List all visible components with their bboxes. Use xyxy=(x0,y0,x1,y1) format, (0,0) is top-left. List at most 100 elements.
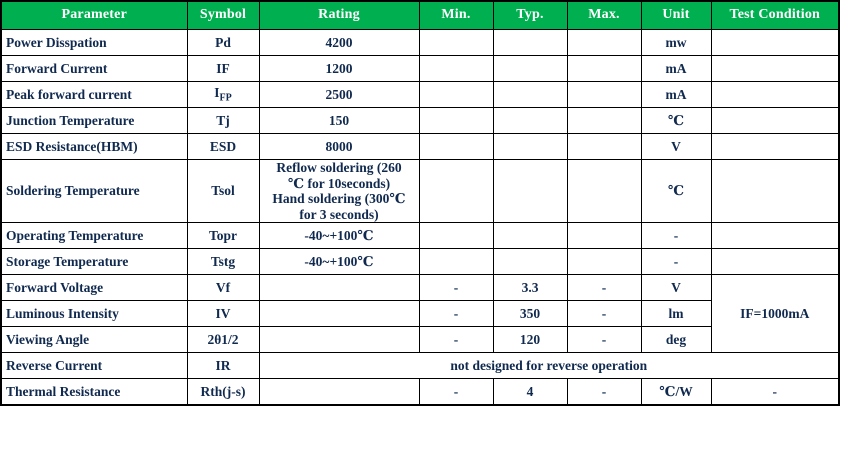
cell-typ xyxy=(492,55,568,82)
cell-rating xyxy=(258,326,420,354)
cell-rating xyxy=(258,274,420,302)
cell-min: - xyxy=(418,378,494,406)
cell-unit: mA xyxy=(640,55,712,82)
cell-symbol: Tstg xyxy=(186,248,260,276)
cell-test-condition xyxy=(710,133,840,160)
cell-typ: 350 xyxy=(492,300,568,328)
cell-max: - xyxy=(566,274,642,302)
cell-rating: Reflow soldering (260 ℃ for 10seconds) H… xyxy=(258,158,420,224)
cell-parameter: Viewing Angle xyxy=(0,326,188,354)
cell-typ xyxy=(492,107,568,134)
cell-min xyxy=(418,55,494,82)
column-header-rating: Rating xyxy=(258,0,420,30)
cell-parameter: Soldering Temperature xyxy=(0,158,188,224)
cell-max xyxy=(566,248,642,276)
table-row-reverse-current: Reverse Current IR not designed for reve… xyxy=(0,352,840,380)
cell-max: - xyxy=(566,326,642,354)
cell-typ xyxy=(492,133,568,160)
cell-symbol: Rth(j-s) xyxy=(186,378,260,406)
cell-unit: mw xyxy=(640,29,712,56)
cell-max xyxy=(566,81,642,108)
table-row-soldering: Soldering Temperature Tsol Reflow solder… xyxy=(0,158,840,224)
header-row: Parameter Symbol Rating Min. Typ. Max. U… xyxy=(0,0,840,30)
cell-typ xyxy=(492,29,568,56)
cell-symbol: IF xyxy=(186,55,260,82)
cell-min xyxy=(418,107,494,134)
cell-test-condition xyxy=(710,81,840,108)
cell-typ: 120 xyxy=(492,326,568,354)
column-header-max: Max. xyxy=(566,0,642,30)
cell-unit: - xyxy=(640,248,712,276)
column-header-test-condition: Test Condition xyxy=(710,0,840,30)
cell-min xyxy=(418,158,494,224)
cell-symbol: Vf xyxy=(186,274,260,302)
cell-test-condition xyxy=(710,222,840,250)
cell-max xyxy=(566,158,642,224)
table-row: ESD Resistance(HBM) ESD 8000 V xyxy=(0,133,840,160)
column-header-unit: Unit xyxy=(640,0,712,30)
specification-table: Parameter Symbol Rating Min. Typ. Max. U… xyxy=(0,0,840,407)
cell-rating: 150 xyxy=(258,107,420,134)
cell-test-condition xyxy=(710,29,840,56)
table-row: Operating Temperature Topr -40~+100℃ - xyxy=(0,222,840,250)
cell-typ xyxy=(492,248,568,276)
cell-symbol: 2θ1/2 xyxy=(186,326,260,354)
cell-min xyxy=(418,29,494,56)
cell-test-condition xyxy=(710,158,840,224)
cell-rating: -40~+100℃ xyxy=(258,222,420,250)
cell-unit: V xyxy=(640,133,712,160)
cell-min: - xyxy=(418,300,494,328)
cell-unit: V xyxy=(640,274,712,302)
table-row: Luminous Intensity IV - 350 - lm xyxy=(0,300,839,328)
cell-unit: ℃ xyxy=(640,158,712,224)
cell-parameter: Junction Temperature xyxy=(0,107,188,134)
cell-parameter: Thermal Resistance xyxy=(0,378,188,406)
cell-symbol: Pd xyxy=(186,29,260,56)
cell-min: - xyxy=(418,326,494,354)
cell-unit: - xyxy=(640,222,712,250)
cell-rating xyxy=(258,300,420,328)
cell-max: - xyxy=(566,378,642,406)
symbol-subscript: FP xyxy=(219,92,232,104)
table-row: Peak forward current IFP 2500 mA xyxy=(0,81,840,108)
cell-parameter: Forward Voltage xyxy=(0,274,188,302)
rating-line-2: ℃ for 10seconds) xyxy=(287,175,391,191)
cell-max xyxy=(566,133,642,160)
table-row: Power Disspation Pd 4200 mw xyxy=(0,29,840,56)
cell-rating: 8000 xyxy=(258,133,420,160)
cell-symbol: Topr xyxy=(186,222,260,250)
cell-symbol: ESD xyxy=(186,133,260,160)
cell-rating: -40~+100℃ xyxy=(258,248,420,276)
table-row: Forward Voltage Vf - 3.3 - V IF=1000mA xyxy=(0,274,840,354)
cell-unit: ℃ xyxy=(640,107,712,134)
cell-unit: deg xyxy=(640,326,712,354)
cell-parameter: Power Disspation xyxy=(0,29,188,56)
cell-typ: 4 xyxy=(492,378,568,406)
cell-unit: lm xyxy=(640,300,712,328)
cell-rating: 4200 xyxy=(258,29,420,56)
column-header-parameter: Parameter xyxy=(0,0,188,30)
cell-symbol: IV xyxy=(186,300,260,328)
cell-typ xyxy=(492,222,568,250)
table-header: Parameter Symbol Rating Min. Typ. Max. U… xyxy=(0,0,840,30)
cell-min xyxy=(418,222,494,250)
cell-parameter: Reverse Current xyxy=(0,352,188,380)
cell-typ xyxy=(492,158,568,224)
cell-min xyxy=(418,81,494,108)
column-header-symbol: Symbol xyxy=(186,0,260,30)
cell-parameter: ESD Resistance(HBM) xyxy=(0,133,188,160)
cell-rating: 2500 xyxy=(258,81,420,108)
cell-test-condition xyxy=(710,248,840,276)
cell-symbol: IR xyxy=(186,352,260,380)
cell-typ xyxy=(492,81,568,108)
table-body: Power Disspation Pd 4200 mw Forward Curr… xyxy=(0,29,840,406)
rating-line-1: Reflow soldering (260 xyxy=(276,160,402,175)
cell-parameter: Luminous Intensity xyxy=(0,300,188,328)
cell-typ: 3.3 xyxy=(492,274,568,302)
cell-test-condition-merged: IF=1000mA xyxy=(710,274,840,354)
cell-rating: 1200 xyxy=(258,55,420,82)
column-header-typ: Typ. xyxy=(492,0,568,30)
cell-symbol: Tsol xyxy=(186,158,260,224)
cell-test-condition: - xyxy=(710,378,840,406)
column-header-min: Min. xyxy=(418,0,494,30)
